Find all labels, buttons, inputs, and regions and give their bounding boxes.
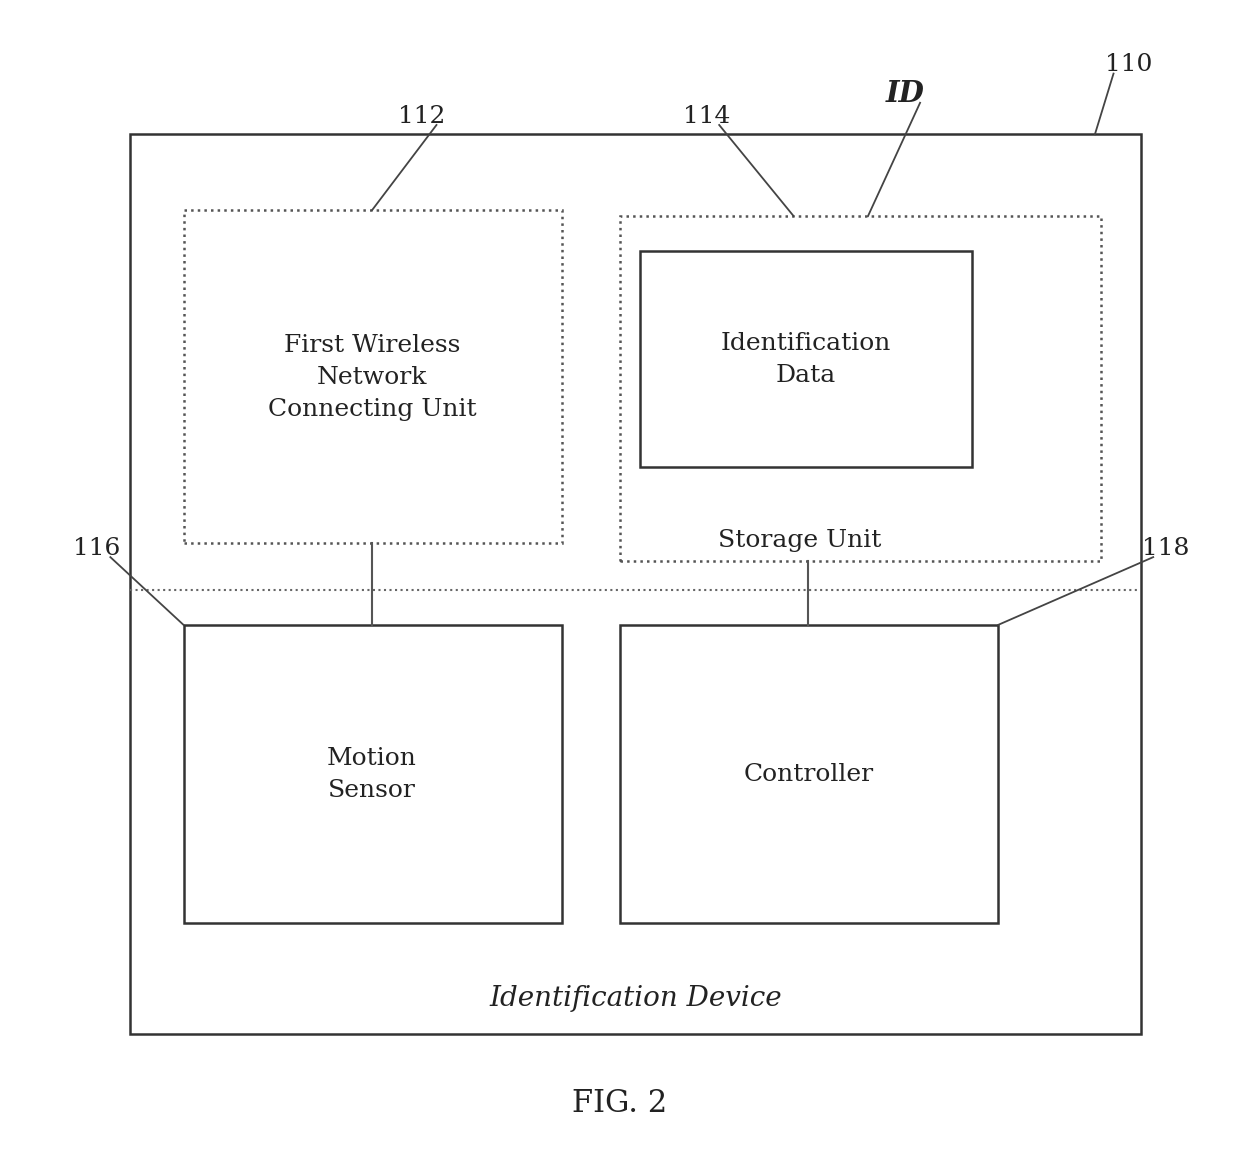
Text: 112: 112 xyxy=(398,105,445,128)
Text: Controller: Controller xyxy=(744,763,873,786)
Text: 110: 110 xyxy=(1105,53,1152,76)
Bar xyxy=(184,210,562,543)
Text: 114: 114 xyxy=(683,105,730,128)
Text: 116: 116 xyxy=(73,537,120,561)
Text: ID: ID xyxy=(885,79,925,107)
Text: Motion
Sensor: Motion Sensor xyxy=(327,746,417,802)
Bar xyxy=(130,134,1141,1034)
Text: Identification
Data: Identification Data xyxy=(720,332,892,388)
Text: First Wireless
Network
Connecting Unit: First Wireless Network Connecting Unit xyxy=(268,334,476,420)
Text: 118: 118 xyxy=(1142,537,1189,561)
Text: Identification Device: Identification Device xyxy=(490,985,782,1013)
Bar xyxy=(620,625,998,923)
Bar xyxy=(184,625,562,923)
Bar xyxy=(620,216,1101,561)
Text: FIG. 2: FIG. 2 xyxy=(573,1089,667,1119)
Text: Storage Unit: Storage Unit xyxy=(718,529,882,552)
Bar xyxy=(640,251,972,467)
